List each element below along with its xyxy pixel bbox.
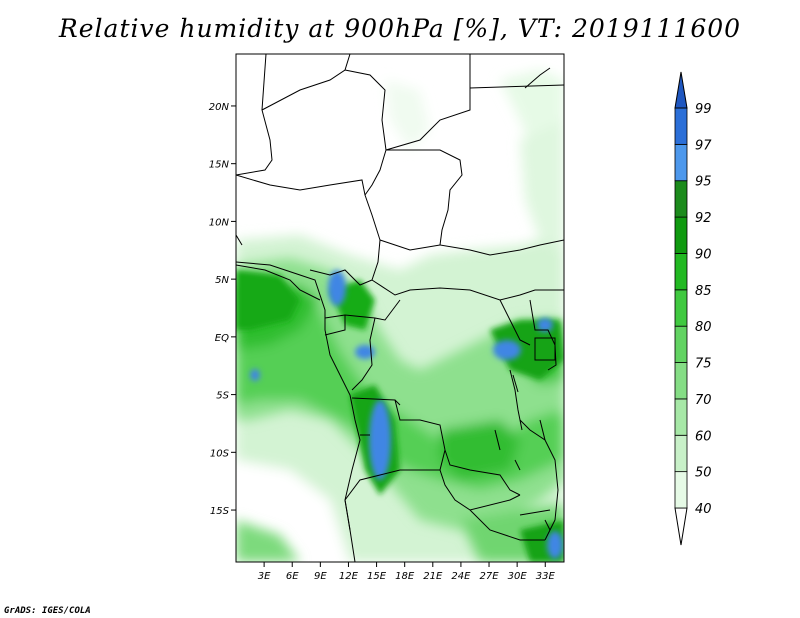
lon-tick-label: 24E: [451, 571, 471, 582]
lat-tick-label: 15S: [210, 506, 230, 517]
colorbar-label: 60: [695, 429, 712, 444]
latitude-axis: 20N 15N 10N 5N EQ 5S 10S 15S: [209, 102, 236, 517]
colorbar-bin: [674, 507, 688, 546]
colorbar-bin: [674, 398, 688, 436]
country-borders: [236, 54, 564, 541]
lat-tick-label: 10S: [210, 448, 230, 459]
lat-tick-label: 15N: [209, 160, 230, 171]
colorbar-bin: [674, 71, 688, 109]
colorbar-bin: [674, 471, 688, 509]
colorbar-label: 50: [695, 466, 712, 481]
colorbar-bin: [674, 216, 688, 254]
colorbar-label: 92: [695, 211, 712, 226]
map-title: Relative humidity at 900hPa [%], VT: 201…: [58, 14, 742, 43]
colorbar-bin: [674, 253, 688, 291]
lon-tick-label: 15E: [367, 571, 387, 582]
colorbar-bin: [674, 434, 688, 473]
colorbar-bin: [674, 180, 688, 218]
colorbar-label: 97: [695, 138, 712, 153]
colorbar-label: 90: [695, 247, 712, 262]
longitude-axis: 3E 6E 9E 12E 15E 18E 21E 24E 27E 30E 33E: [258, 562, 556, 582]
lon-tick-label: 6E: [286, 571, 299, 582]
lat-tick-label: 5S: [216, 391, 229, 402]
colorbar-label: 70: [695, 393, 712, 408]
lat-tick-label: 5N: [215, 275, 229, 286]
colorbar-bin: [674, 362, 688, 400]
map-frame: [235, 53, 565, 563]
colorbar-bin: [674, 289, 688, 327]
colorbar-label: 99: [695, 102, 712, 117]
lon-tick-label: 12E: [339, 571, 359, 582]
colorbar: 40 50 60 70 75 80 85 90 92 95 97 99: [674, 71, 712, 546]
humidity-field: [236, 54, 564, 562]
lon-tick-label: 18E: [395, 571, 415, 582]
credit-label: GrADS: IGES/COLA: [4, 606, 91, 616]
lon-tick-label: 3E: [258, 571, 271, 582]
lat-tick-label: 20N: [209, 102, 230, 113]
lon-tick-label: 30E: [508, 571, 528, 582]
lon-tick-label: 33E: [536, 571, 556, 582]
lakes-coastline: [236, 261, 556, 562]
colorbar-bin: [674, 107, 688, 145]
colorbar-label: 75: [695, 357, 712, 372]
lat-tick-label: EQ: [215, 333, 229, 344]
colorbar-bin: [674, 325, 688, 363]
lon-tick-label: 21E: [423, 571, 443, 582]
colorbar-label: 95: [695, 175, 712, 190]
colorbar-label: 80: [695, 320, 712, 335]
colorbar-label: 85: [695, 284, 712, 299]
lon-tick-label: 9E: [314, 571, 327, 582]
lat-tick-label: 10N: [209, 217, 230, 228]
colorbar-label: 40: [695, 502, 712, 517]
colorbar-bin: [674, 143, 688, 182]
lon-tick-label: 27E: [480, 571, 500, 582]
